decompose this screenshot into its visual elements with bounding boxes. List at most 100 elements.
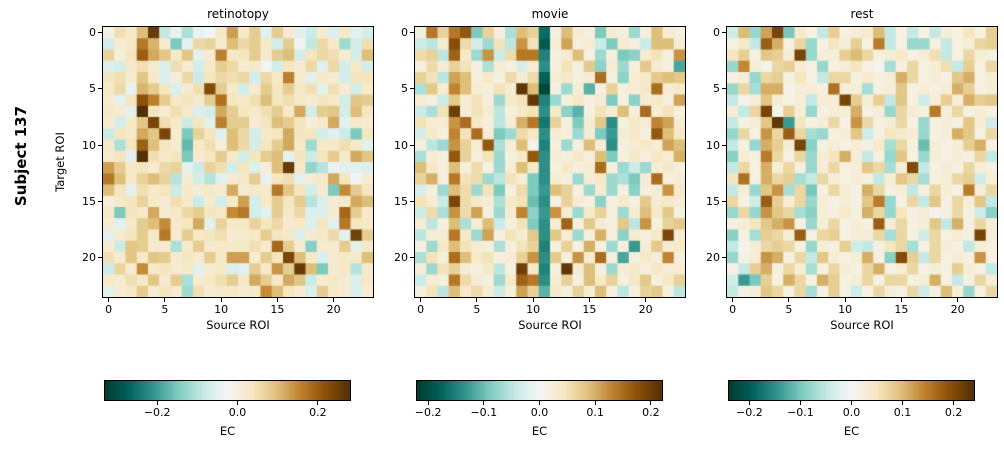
x-tick-mark [900,298,902,302]
y-tick-mark [98,32,102,34]
y-tick-mark [98,257,102,259]
y-tick-mark [722,88,726,90]
heatmap-movie [414,26,686,298]
y-tick-mark [722,257,726,259]
colorbar-tick-label: −0.2 [414,406,442,419]
colorbar-tick-mark [902,401,904,405]
y-tick-label: 20 [394,251,408,265]
x-tick-mark [588,298,590,302]
subplot-title: retinotopy [207,7,269,21]
colorbar-tick-mark [799,401,801,405]
colorbar-tick-mark [650,401,652,405]
y-tick-mark [722,32,726,34]
colorbar-tick-label: −0.2 [736,406,763,419]
x-tick-mark [276,298,278,302]
x-tick-label: 10 [526,303,541,316]
x-tick-mark [220,298,222,302]
heatmap-retinotopy [102,26,374,298]
x-tick-label: 0 [417,303,425,316]
y-tick-mark [410,200,414,202]
colorbar-tick-label: −0.1 [470,406,498,419]
x-tick-mark [333,298,335,302]
y-tick-label: 0 [713,26,720,40]
x-tick-label: 10 [838,303,853,316]
colorbar-movie [416,380,663,401]
colorbar-tick-label: −0.1 [787,406,814,419]
x-tick-label: 20 [326,303,341,316]
x-tick-label: 20 [950,303,965,316]
x-tick-label: 5 [473,303,481,316]
y-tick-mark [722,200,726,202]
colorbar-tick-mark [594,401,596,405]
x-tick-label: 5 [785,303,793,316]
colorbar-tick-mark [539,401,540,405]
y-tick-label: 0 [401,26,408,40]
colorbar-tick-label: 0.2 [642,406,660,419]
colorbar-label: EC [219,424,236,438]
colorbar-retinotopy [104,380,351,401]
x-tick-mark [645,298,647,302]
y-tick-label: 15 [706,194,720,208]
x-tick-mark [476,298,478,302]
colorbar-tick-label: 0.0 [842,406,861,419]
colorbar-tick-mark [237,401,239,405]
x-tick-mark [164,298,166,302]
x-tick-mark [108,298,110,302]
x-tick-label: 15 [270,303,285,316]
y-tick-label: 5 [401,82,408,96]
x-tick-mark [532,298,534,302]
colorbar-tick-label: 0.0 [228,406,247,419]
colorbar-tick-mark [317,401,319,405]
x-axis-label: Source ROI [206,318,270,332]
y-tick-mark [98,88,102,90]
y-tick-label: 10 [706,138,720,152]
y-tick-mark [98,200,102,202]
y-tick-label: 5 [713,82,720,96]
y-tick-mark [410,32,414,34]
y-tick-label: 5 [89,82,96,96]
colorbar-rest [728,380,975,401]
x-tick-label: 15 [894,303,909,316]
x-tick-mark [732,298,734,302]
colorbar-tick-label: 0.2 [944,406,963,419]
x-tick-label: 20 [638,303,653,316]
y-tick-mark [722,144,726,146]
colorbar-tick-label: 0.1 [586,406,604,419]
y-tick-label: 20 [706,251,720,265]
y-tick-label: 15 [394,194,408,208]
y-axis-label: Target ROI [53,132,67,192]
heatmap-rest [726,26,998,298]
y-tick-label: 0 [89,26,96,40]
y-tick-label: 10 [394,138,408,152]
x-tick-mark [957,298,959,302]
colorbar-tick-label: 0.1 [893,406,912,419]
x-tick-label: 0 [729,303,737,316]
colorbar-tick-mark [427,401,429,405]
subplot-title: rest [850,7,874,21]
colorbar-label: EC [531,424,548,438]
x-axis-label: Source ROI [830,318,894,332]
y-tick-mark [410,88,414,90]
x-tick-mark [420,298,422,302]
colorbar-tick-mark [851,401,852,405]
x-tick-mark [788,298,790,302]
colorbar-label: EC [843,424,860,438]
x-tick-label: 0 [105,303,113,316]
colorbar-tick-mark [953,401,955,405]
colorbar-tick-label: −0.2 [143,406,171,419]
colorbar-tick-label: 0.2 [309,406,327,419]
y-tick-label: 15 [82,194,96,208]
colorbar-tick-mark [483,401,485,405]
x-tick-mark [844,298,846,302]
x-tick-label: 5 [161,303,169,316]
subplot-title: movie [531,7,569,21]
y-tick-label: 20 [82,251,96,265]
y-tick-mark [410,257,414,259]
colorbar-tick-label: 0.0 [530,406,549,419]
x-tick-label: 10 [214,303,229,316]
y-tick-mark [410,144,414,146]
y-tick-label: 10 [82,138,96,152]
colorbar-tick-mark [748,401,750,405]
colorbar-tick-mark [156,401,158,405]
